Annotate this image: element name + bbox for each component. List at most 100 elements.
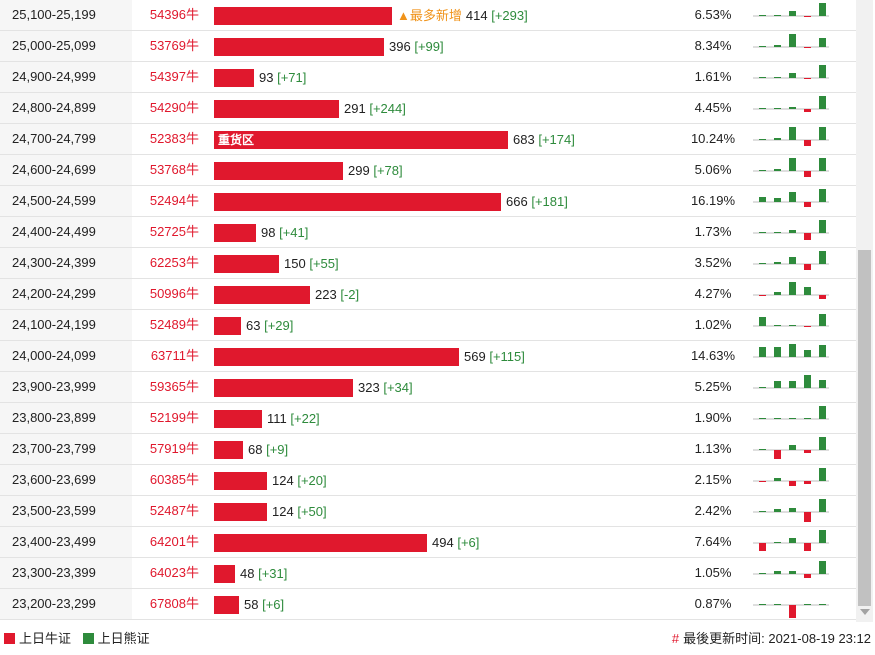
sparkline: [753, 155, 833, 185]
warrant-code-link[interactable]: 50996牛: [149, 286, 199, 301]
volume-delta: [+6]: [457, 535, 480, 550]
sparkline-bar: [774, 381, 781, 388]
strike-range: 23,600-23,699: [0, 465, 132, 495]
volume-delta: [+50]: [297, 504, 327, 519]
volume-delta: [-2]: [340, 287, 360, 302]
warrant-code-link[interactable]: 62253牛: [149, 255, 199, 270]
sparkline-bar: [789, 282, 796, 295]
volume-value: ▲最多新增 414 [+293]: [397, 7, 528, 25]
warrant-code-link[interactable]: 52487牛: [149, 503, 199, 518]
volume-delta: [+115]: [489, 349, 525, 364]
table-row[interactable]: 23,200-23,299 67808牛 58 [+6] 0.87%: [0, 589, 856, 620]
sparkline: [753, 403, 833, 433]
warrant-code-link[interactable]: 60385牛: [149, 472, 199, 487]
sparkline-bar: [759, 511, 766, 512]
percent-value: 4.27%: [694, 286, 732, 301]
strike-range: 24,900-24,999: [0, 62, 132, 92]
table-row[interactable]: 23,700-23,799 57919牛 68 [+9] 1.13%: [0, 434, 856, 465]
volume-bar-cell: 58 [+6]: [213, 589, 673, 619]
table-row[interactable]: 23,300-23,399 64023牛 48 [+31] 1.05%: [0, 558, 856, 589]
volume-bar-cell: 68 [+9]: [213, 434, 673, 464]
sparkline-bar: [759, 108, 766, 109]
sparkline-bar: [774, 232, 781, 233]
volume-count: 569: [464, 349, 486, 364]
sparkline-bar: [804, 140, 811, 146]
volume-bar: [214, 7, 392, 25]
legend-bear: 上日熊证: [82, 631, 150, 646]
volume-bar: [214, 534, 427, 552]
strike-range: 24,300-24,399: [0, 248, 132, 278]
sparkline: [753, 0, 833, 30]
sparkline-bar: [804, 543, 811, 551]
strike-range: 25,100-25,199: [0, 0, 132, 30]
table-row[interactable]: 24,900-24,999 54397牛 93 [+71] 1.61%: [0, 62, 856, 93]
volume-bar-cell: 323 [+34]: [213, 372, 673, 402]
table-row[interactable]: 24,300-24,399 62253牛 150 [+55] 3.52%: [0, 248, 856, 279]
warrant-code-link[interactable]: 52199牛: [149, 410, 199, 425]
table-row[interactable]: 23,900-23,999 59365牛 323 [+34] 5.25%: [0, 372, 856, 403]
percent-value: 1.13%: [694, 441, 732, 456]
warrant-code-link[interactable]: 64201牛: [149, 534, 199, 549]
sparkline-svg: [753, 96, 829, 112]
warrant-code-link[interactable]: 52383牛: [149, 131, 199, 146]
table-row[interactable]: 24,700-24,799 52383牛 重货区 683 [+174] 10.24%: [0, 124, 856, 155]
table-row[interactable]: 23,400-23,499 64201牛 494 [+6] 7.64%: [0, 527, 856, 558]
strike-range: 24,700-24,799: [0, 124, 132, 154]
sparkline-bar: [819, 251, 826, 264]
volume-count: 299: [348, 163, 370, 178]
warrant-code-link[interactable]: 52489牛: [149, 317, 199, 332]
warrant-code-link[interactable]: 54396牛: [149, 7, 199, 22]
warrant-code-link[interactable]: 63711牛: [150, 348, 199, 363]
vertical-scrollbar[interactable]: [856, 0, 873, 622]
warrant-code-link[interactable]: 64023牛: [149, 565, 199, 580]
table-row[interactable]: 24,100-24,199 52489牛 63 [+29] 1.02%: [0, 310, 856, 341]
table-row[interactable]: 24,400-24,499 52725牛 98 [+41] 1.73%: [0, 217, 856, 248]
table-row[interactable]: 23,600-23,699 60385牛 124 [+20] 2.15%: [0, 465, 856, 496]
table-row[interactable]: 23,800-23,899 52199牛 111 [+22] 1.90%: [0, 403, 856, 434]
legend: 上日牛证 上日熊证: [4, 630, 158, 648]
percent-value: 8.34%: [694, 38, 732, 53]
sparkline-bar: [789, 192, 796, 202]
table-row[interactable]: 24,800-24,899 54290牛 291 [+244] 4.45%: [0, 93, 856, 124]
sparkline: [753, 31, 833, 61]
table-row[interactable]: 24,600-24,699 53768牛 299 [+78] 5.06%: [0, 155, 856, 186]
volume-count: 150: [284, 256, 306, 271]
warrant-code-link[interactable]: 52494牛: [149, 193, 199, 208]
warrant-code-link[interactable]: 57919牛: [149, 441, 199, 456]
volume-bar-cell: 98 [+41]: [213, 217, 673, 247]
volume-value: 569 [+115]: [464, 348, 525, 366]
volume-value: 124 [+20]: [272, 472, 327, 490]
table-row[interactable]: 25,100-25,199 54396牛 ▲最多新增 414 [+293] 6.53%: [0, 0, 856, 31]
sparkline-bar: [759, 197, 766, 202]
volume-value: 683 [+174]: [513, 131, 575, 149]
volume-count: 683: [513, 132, 535, 147]
table-row[interactable]: 25,000-25,099 53769牛 396 [+99] 8.34%: [0, 31, 856, 62]
warrant-code-link[interactable]: 59365牛: [149, 379, 199, 394]
warrant-code-link[interactable]: 53769牛: [149, 38, 199, 53]
volume-delta: [+20]: [297, 473, 327, 488]
warrant-code-link[interactable]: 53768牛: [149, 162, 199, 177]
scroll-down-arrow-icon[interactable]: [860, 609, 870, 615]
volume-delta: [+99]: [414, 39, 444, 54]
warrant-code-link[interactable]: 67808牛: [149, 596, 199, 611]
table-row[interactable]: 23,500-23,599 52487牛 124 [+50] 2.42%: [0, 496, 856, 527]
table-row[interactable]: 24,000-24,099 63711牛 569 [+115] 14.63%: [0, 341, 856, 372]
table-row[interactable]: 24,200-24,299 50996牛 223 [-2] 4.27%: [0, 279, 856, 310]
sparkline-svg: [753, 189, 829, 207]
update-prefix: 最後更新时间:: [683, 631, 765, 646]
percent-value: 7.64%: [694, 534, 732, 549]
scrollbar-thumb[interactable]: [858, 250, 871, 606]
volume-bar-cell: 93 [+71]: [213, 62, 673, 92]
sparkline-svg: [753, 499, 829, 522]
sparkline-svg: [753, 34, 829, 48]
volume-delta: [+293]: [491, 8, 528, 23]
sparkline-bar: [804, 512, 811, 522]
volume-delta: [+29]: [264, 318, 294, 333]
table-row[interactable]: 24,500-24,599 52494牛 666 [+181] 16.19%: [0, 186, 856, 217]
sparkline: [753, 62, 833, 92]
warrant-code-link[interactable]: 54290牛: [149, 100, 199, 115]
warrant-code-link[interactable]: 54397牛: [149, 69, 199, 84]
sparkline: [753, 217, 833, 247]
volume-delta: [+9]: [266, 442, 289, 457]
warrant-code-link[interactable]: 52725牛: [149, 224, 199, 239]
